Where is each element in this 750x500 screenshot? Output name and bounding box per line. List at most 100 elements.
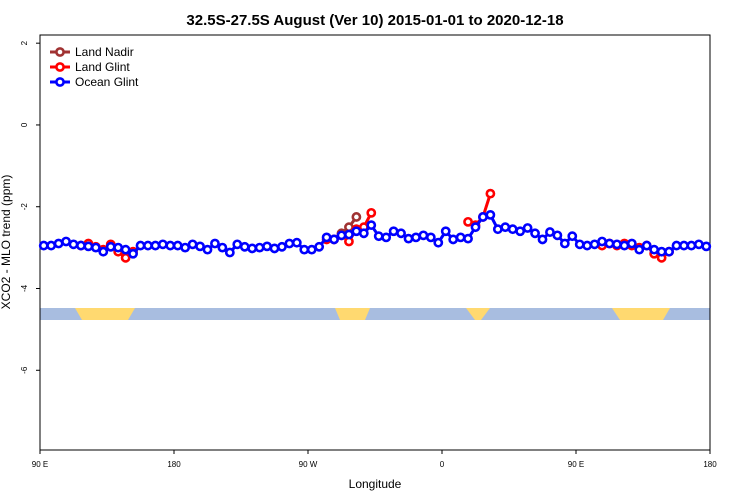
data-point xyxy=(567,231,578,242)
data-point xyxy=(537,234,548,245)
data-point xyxy=(440,226,451,237)
data-point xyxy=(530,228,540,239)
data-point xyxy=(463,233,473,244)
legend-marker xyxy=(55,77,65,87)
data-point xyxy=(589,239,600,250)
data-point xyxy=(68,239,79,250)
data-point xyxy=(373,231,384,242)
data-point xyxy=(649,244,660,255)
data-point xyxy=(217,242,228,253)
data-point xyxy=(269,243,280,254)
data-point xyxy=(396,228,406,239)
data-point xyxy=(329,234,339,245)
y-axis-label: XCO2 - MLO trend (ppm) xyxy=(0,175,13,310)
data-point xyxy=(351,226,362,237)
data-point xyxy=(597,236,607,247)
data-point xyxy=(612,239,622,250)
data-point xyxy=(314,241,325,252)
data-point xyxy=(366,220,377,231)
data-point xyxy=(165,240,176,251)
data-point xyxy=(470,222,481,233)
data-point xyxy=(262,241,272,252)
land-strip xyxy=(612,308,670,320)
land-strip xyxy=(335,308,370,320)
data-point xyxy=(76,240,86,251)
data-point xyxy=(679,240,689,251)
data-point xyxy=(425,232,436,243)
data-point xyxy=(418,230,429,241)
data-point xyxy=(604,238,615,249)
data-point xyxy=(656,246,667,257)
data-point xyxy=(485,210,496,220)
y-tick-label: -4 xyxy=(20,284,29,292)
data-point xyxy=(485,188,496,199)
data-point xyxy=(500,222,511,233)
data-point xyxy=(291,237,302,248)
data-point xyxy=(492,224,503,235)
data-point xyxy=(83,241,94,252)
data-point xyxy=(128,248,138,259)
data-point xyxy=(455,232,466,243)
x-tick-label: 0 xyxy=(440,460,445,469)
data-point xyxy=(641,240,652,251)
data-point xyxy=(254,242,265,253)
data-point xyxy=(545,227,555,237)
data-point xyxy=(247,243,258,254)
data-point xyxy=(448,234,459,245)
legend-label: Ocean Glint xyxy=(75,75,139,89)
chart-title: 32.5S-27.5S August (Ver 10) 2015-01-01 t… xyxy=(186,12,563,29)
data-point xyxy=(284,238,295,249)
data-point xyxy=(157,239,168,250)
data-point xyxy=(98,246,109,257)
data-point xyxy=(582,240,593,251)
land-ocean-strip xyxy=(40,308,710,320)
data-point xyxy=(187,239,198,250)
data-point xyxy=(336,230,347,241)
legend-marker xyxy=(55,47,65,57)
y-tick-label: 0 xyxy=(20,122,29,127)
data-point xyxy=(120,252,131,263)
land-strip xyxy=(75,308,135,320)
data-point xyxy=(38,240,49,251)
data-point xyxy=(61,236,71,247)
x-axis-label: Longitude xyxy=(349,477,402,491)
data-point xyxy=(463,216,473,227)
ocean-strip xyxy=(40,308,710,320)
data-point xyxy=(388,226,399,237)
data-point xyxy=(306,244,317,255)
data-point xyxy=(671,240,682,251)
data-point xyxy=(321,232,332,243)
data-point xyxy=(53,238,64,249)
x-tick-label: 180 xyxy=(703,460,717,469)
data-point xyxy=(433,237,444,248)
data-point xyxy=(574,239,585,250)
y-tick-label: -2 xyxy=(20,203,29,211)
data-point xyxy=(686,240,697,251)
data-point xyxy=(135,240,146,251)
data-point xyxy=(143,240,153,251)
data-point xyxy=(195,241,205,252)
data-point xyxy=(120,244,131,255)
data-point xyxy=(664,246,674,257)
x-tick-label: 90 E xyxy=(32,460,48,469)
data-point xyxy=(559,238,570,249)
data-point xyxy=(701,241,712,252)
data-point xyxy=(522,223,533,233)
legend-marker xyxy=(55,62,65,72)
data-point xyxy=(507,224,518,235)
data-point xyxy=(239,241,250,252)
y-tick-label: 2 xyxy=(20,40,29,45)
data-point xyxy=(351,212,362,222)
x-tick-label: 90 W xyxy=(299,460,318,469)
data-point xyxy=(180,242,191,253)
data-point xyxy=(224,247,235,258)
data-point xyxy=(299,244,310,255)
data-point xyxy=(619,240,630,251)
y-tick-label: -6 xyxy=(20,366,29,374)
data-point xyxy=(403,233,414,244)
data-point xyxy=(105,241,116,252)
land-strip xyxy=(466,308,490,320)
legend-label: Land Glint xyxy=(75,60,130,74)
legend-label: Land Nadir xyxy=(75,45,134,59)
